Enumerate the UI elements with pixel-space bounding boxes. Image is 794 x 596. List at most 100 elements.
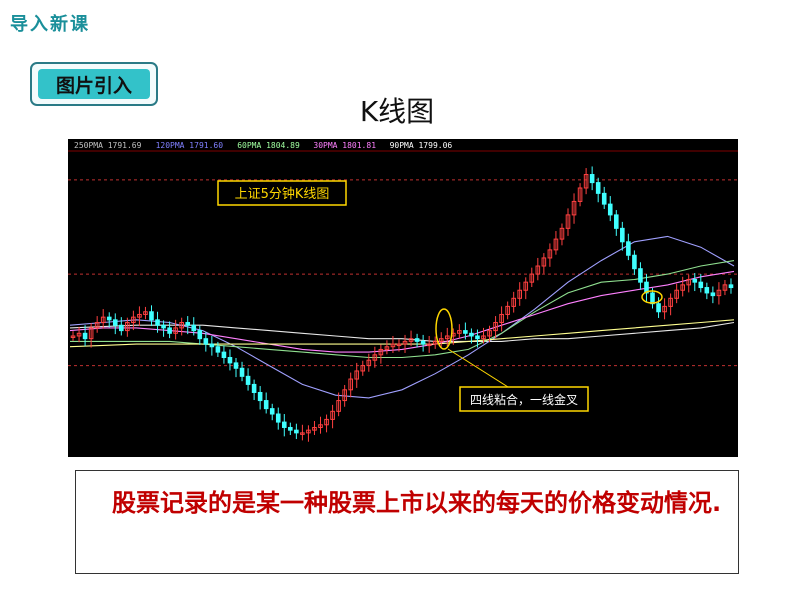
- candle-body-108: [722, 284, 728, 291]
- candle-body-29: [245, 375, 251, 385]
- candle-body-82: [565, 214, 571, 229]
- candle-body-16: [167, 327, 172, 334]
- candle-body-34: [275, 413, 281, 423]
- candle-body-97: [656, 303, 661, 313]
- candle-body-21: [197, 330, 203, 340]
- candle-body-68: [481, 335, 486, 340]
- candle-body-33: [269, 408, 275, 415]
- candle-body-96: [650, 292, 655, 305]
- candle-body-24: [215, 346, 221, 353]
- candle-body-17: [173, 327, 178, 334]
- candle-body-91: [620, 227, 625, 243]
- annotation-text: 四线粘合，一线金叉: [470, 392, 578, 407]
- page-title: K线图: [359, 95, 435, 128]
- candle-body-35: [281, 421, 287, 428]
- candle-body-101: [680, 284, 685, 291]
- candle-body-94: [638, 268, 643, 283]
- candle-body-49: [366, 359, 372, 367]
- chart-label-text: 上证5分钟K线图: [235, 186, 330, 202]
- candle-body-54: [396, 343, 402, 347]
- candle-body-47: [354, 370, 360, 380]
- candle-body-76: [529, 273, 535, 283]
- candle-body-2: [82, 332, 88, 340]
- candle-body-41: [318, 424, 323, 428]
- candle-body-27: [233, 362, 239, 369]
- candle-body-73: [511, 297, 516, 307]
- image-intro-tag-label: 图片引入: [38, 69, 150, 99]
- candle-body-95: [644, 281, 649, 294]
- image-intro-tag: 图片引入: [30, 62, 158, 106]
- candle-body-18: [179, 322, 184, 329]
- candle-body-84: [577, 187, 583, 202]
- annotation-box: [459, 386, 589, 412]
- candle-body-66: [469, 332, 474, 337]
- candle-body-71: [499, 313, 504, 324]
- candle-body-11: [137, 313, 142, 318]
- candle-body-0: [70, 335, 76, 338]
- candle-body-105: [704, 287, 710, 294]
- candle-body-61: [438, 338, 444, 342]
- candle-body-92: [626, 241, 631, 256]
- candle-body-52: [384, 346, 390, 350]
- candle-body-8: [119, 324, 124, 332]
- candle-body-23: [209, 343, 215, 348]
- candle-body-90: [613, 214, 619, 229]
- candle-body-56: [408, 338, 414, 342]
- candle-body-62: [444, 335, 450, 340]
- candle-body-10: [131, 316, 136, 324]
- candle-body-75: [523, 281, 529, 291]
- candle-body-44: [336, 400, 341, 412]
- caption-box: 股票记录的是某一种股票上市以来的每天的价格变动情况.: [75, 470, 739, 574]
- candle-body-86: [589, 174, 595, 184]
- candle-body-93: [632, 254, 637, 270]
- candle-body-48: [360, 365, 366, 372]
- candle-body-45: [342, 389, 347, 402]
- candle-body-89: [607, 203, 613, 216]
- candle-body-72: [505, 305, 510, 315]
- ma-readout-3: 30PMA 1801.81: [313, 141, 376, 150]
- candle-body-42: [324, 418, 329, 426]
- ma-line-90PMA: [69, 319, 735, 348]
- caption-text: 股票记录的是某一种股票上市以来的每天的价格变动情况.: [112, 489, 722, 517]
- candle-body-50: [372, 354, 378, 361]
- candle-body-15: [161, 324, 166, 329]
- candle-body-14: [155, 319, 160, 326]
- candle-body-1: [76, 332, 82, 337]
- candle-body-3: [88, 327, 94, 340]
- candle-body-9: [125, 322, 130, 332]
- candle-body-81: [559, 227, 565, 240]
- candle-body-26: [227, 357, 233, 364]
- candle-body-69: [487, 330, 492, 337]
- candle-body-98: [662, 305, 667, 313]
- candle-body-107: [716, 289, 722, 297]
- candle-body-106: [710, 292, 716, 297]
- candle-body-70: [493, 322, 498, 332]
- candle-body-53: [390, 343, 396, 348]
- kline-chart: 250PMA 1791.69 120PMA 1791.60 60PMA 1804.8…: [68, 139, 738, 457]
- candle-body-109: [728, 284, 734, 289]
- candle-body-104: [698, 281, 704, 289]
- candle-body-36: [288, 426, 293, 431]
- candle-body-87: [595, 182, 601, 194]
- candle-body-57: [414, 338, 420, 342]
- candle-body-20: [191, 324, 197, 332]
- ma-line-120PMA: [69, 235, 735, 399]
- candle-body-5: [100, 316, 106, 324]
- candle-body-80: [553, 238, 559, 251]
- candle-body-102: [686, 278, 692, 286]
- candle-body-37: [294, 429, 299, 434]
- candle-body-28: [239, 367, 245, 377]
- section-title: 导入新课: [10, 14, 90, 35]
- annotation-connector: [447, 348, 509, 388]
- kline-chart-svg: 250PMA 1791.69 120PMA 1791.60 60PMA 1804.8…: [68, 141, 738, 442]
- candle-body-4: [94, 322, 100, 329]
- candle-body-43: [330, 410, 335, 420]
- candle-body-67: [475, 335, 480, 340]
- candle-body-39: [306, 429, 311, 434]
- candle-body-85: [583, 174, 589, 189]
- candle-body-83: [571, 200, 577, 216]
- candle-body-22: [203, 338, 209, 345]
- candle-body-51: [378, 348, 384, 356]
- candle-body-40: [312, 426, 317, 431]
- candle-body-25: [221, 351, 227, 359]
